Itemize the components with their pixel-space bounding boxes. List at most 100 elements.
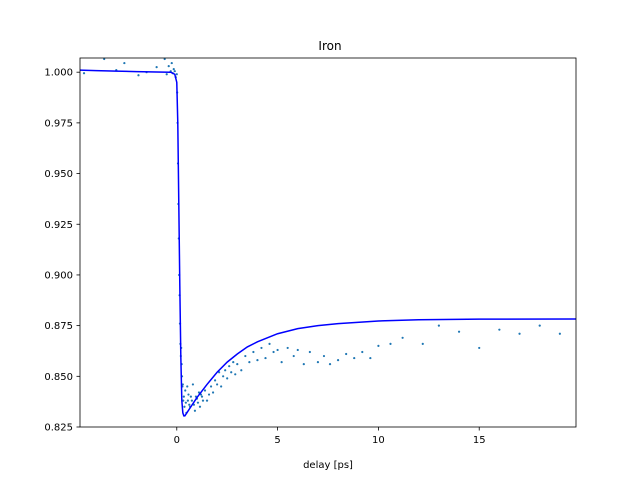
data-point — [226, 377, 229, 380]
data-point — [498, 328, 501, 331]
data-point — [205, 399, 209, 402]
data-point — [437, 324, 440, 327]
data-point — [182, 399, 185, 402]
y-tick-label: 0.850 — [44, 372, 73, 383]
data-point — [286, 346, 289, 350]
data-point — [369, 356, 372, 360]
data-point — [183, 405, 186, 408]
data-point — [234, 373, 237, 376]
data-point — [173, 70, 176, 73]
data-point — [292, 354, 295, 358]
y-tick-label: 0.925 — [44, 220, 73, 231]
data-point — [165, 73, 168, 76]
data-point — [252, 350, 255, 354]
data-point — [188, 403, 191, 406]
data-point — [272, 350, 275, 354]
data-point — [220, 385, 223, 388]
data-point — [244, 354, 247, 358]
y-tick-label: 0.825 — [44, 423, 73, 434]
data-point — [236, 363, 239, 366]
data-point — [211, 391, 215, 394]
data-point — [268, 342, 271, 345]
data-point — [193, 409, 197, 412]
data-point — [187, 393, 190, 396]
chart-title: Iron — [318, 39, 341, 53]
data-point — [276, 348, 279, 352]
data-point — [260, 346, 263, 350]
data-point — [336, 358, 340, 362]
x-tick-label: 15 — [473, 435, 486, 446]
data-point — [457, 330, 461, 333]
data-point — [170, 61, 173, 65]
data-point — [478, 346, 481, 350]
data-point — [401, 336, 404, 339]
data-point — [184, 401, 187, 404]
data-point — [216, 383, 219, 386]
data-point — [280, 361, 283, 364]
data-point — [264, 356, 267, 360]
data-point — [240, 369, 243, 372]
data-point — [308, 350, 311, 354]
data-point — [213, 379, 217, 382]
data-point — [232, 361, 235, 364]
data-point — [182, 395, 185, 398]
data-point — [228, 365, 231, 368]
data-point — [316, 361, 320, 364]
data-point — [191, 383, 195, 386]
scatter-points — [82, 57, 561, 414]
data-point — [137, 74, 140, 77]
x-tick-label: 10 — [372, 435, 385, 446]
data-point — [224, 369, 227, 372]
y-tick-label: 1.000 — [44, 68, 73, 79]
data-point — [172, 68, 175, 71]
data-point — [389, 342, 392, 345]
y-tick-label: 0.875 — [44, 321, 73, 332]
data-point — [322, 354, 326, 358]
data-point — [302, 363, 305, 366]
data-point — [198, 405, 202, 408]
x-axis-label: delay [ps] — [303, 460, 353, 471]
x-axis-ticks: 0 5 10 15 — [174, 427, 486, 446]
data-point — [123, 61, 126, 65]
x-tick-label: 5 — [274, 435, 280, 446]
data-point — [167, 65, 170, 68]
y-tick-label: 0.975 — [44, 118, 73, 129]
data-point — [296, 348, 299, 352]
data-point — [155, 66, 158, 69]
data-point — [190, 399, 193, 402]
data-point — [248, 361, 251, 364]
data-point — [82, 72, 86, 75]
data-point — [181, 383, 184, 386]
data-point — [175, 73, 178, 76]
data-point — [328, 363, 332, 366]
data-point — [189, 395, 192, 398]
data-point — [103, 57, 106, 61]
data-point — [256, 358, 259, 362]
data-point — [184, 389, 187, 392]
data-point — [558, 332, 561, 335]
data-point — [207, 393, 211, 396]
data-point — [361, 350, 364, 354]
data-point — [353, 356, 356, 360]
y-axis-ticks: 0.825 0.850 0.875 0.900 0.925 0.950 0.975 1.000 — [44, 68, 80, 434]
data-point — [186, 385, 189, 388]
data-point — [222, 375, 225, 378]
data-point — [230, 371, 233, 374]
data-point — [186, 399, 189, 402]
data-point — [209, 385, 213, 388]
data-point — [421, 342, 424, 345]
data-point — [377, 344, 380, 347]
data-point — [196, 401, 200, 404]
plot-frame — [79, 57, 577, 428]
data-point — [200, 395, 204, 398]
x-tick-label: 0 — [174, 435, 180, 446]
y-tick-label: 0.950 — [44, 169, 73, 180]
data-point — [201, 399, 205, 402]
data-point — [518, 332, 521, 335]
fit-line — [79, 69, 577, 417]
data-point — [538, 324, 541, 327]
data-point — [163, 57, 166, 61]
data-point — [345, 352, 348, 356]
data-point — [203, 389, 207, 392]
